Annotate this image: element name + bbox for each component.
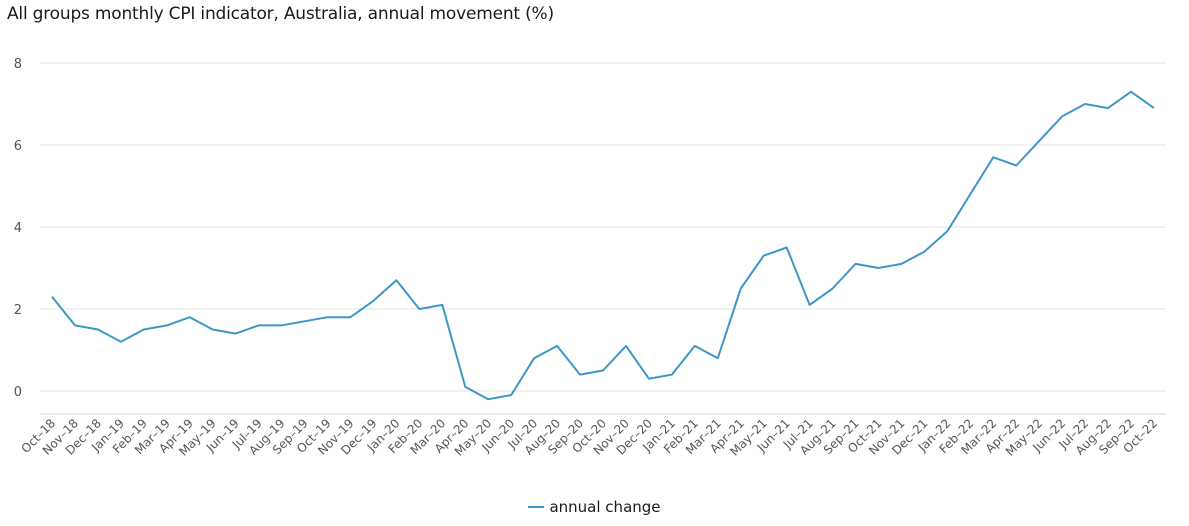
legend-line-icon [528, 505, 545, 508]
chart-title: All groups monthly CPI indicator, Austra… [7, 4, 554, 24]
x-axis-ticks: Oct–18Nov–18Dec–18Jan–19Feb–19Mar–19Apr–… [19, 416, 1161, 458]
series-line-annual-change[interactable] [51, 90, 1155, 401]
y-tick-label: 6 [14, 139, 22, 154]
y-axis-ticks: 0 2 4 6 8 [14, 57, 22, 400]
y-tick-label: 2 [14, 303, 22, 318]
y-tick-label: 4 [14, 221, 22, 236]
y-tick-label: 0 [14, 385, 22, 400]
y-tick-label: 8 [14, 57, 22, 72]
legend[interactable]: annual change [0, 498, 1189, 516]
gridlines [40, 62, 1166, 392]
legend-label: annual change [549, 498, 661, 516]
